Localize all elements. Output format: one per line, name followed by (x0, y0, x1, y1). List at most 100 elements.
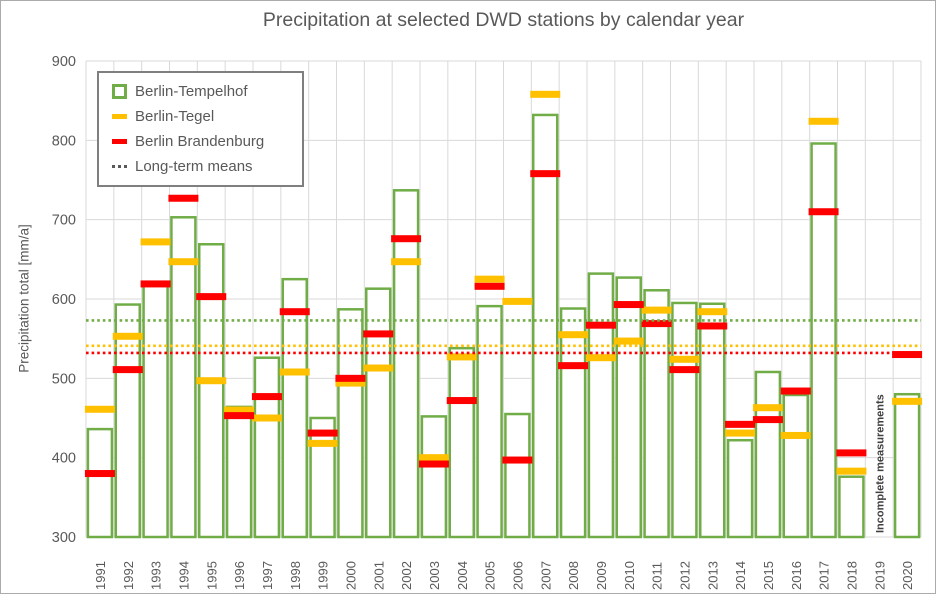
mark-berlin-tegel-1999 (307, 439, 338, 447)
mark-berlin-tegel-2004 (446, 353, 477, 361)
bar-2007 (532, 113, 559, 539)
x-tick-label-2012: 2012 (677, 561, 692, 590)
legend-item-berlin-tempelhof: Berlin-Tempelhof (112, 83, 294, 100)
mark-berlin-tegel-2003 (418, 454, 449, 462)
bar-2005 (476, 304, 503, 539)
legend-swatch-berlin-tegel (112, 114, 127, 119)
bar-1998 (281, 277, 308, 539)
y-tick-label-600: 600 (52, 292, 76, 308)
bar-2001 (365, 287, 392, 539)
mark-berlin-brandenburg-2004 (446, 397, 477, 405)
x-tick-label-2002: 2002 (399, 561, 414, 590)
mark-berlin-tegel-2013 (697, 308, 728, 316)
x-tick-label-2018: 2018 (844, 561, 859, 590)
mark-berlin-brandenburg-2014 (725, 420, 756, 428)
bar-2010 (615, 276, 642, 539)
mark-berlin-tegel-2005 (474, 275, 505, 283)
mark-berlin-brandenburg-2008 (558, 362, 589, 370)
mark-berlin-tegel-2007 (530, 90, 561, 98)
mark-berlin-brandenburg-1999 (307, 429, 338, 437)
y-tick-label-800: 800 (52, 133, 76, 149)
chart-title: Precipitation at selected DWD stations b… (262, 9, 745, 31)
legend-label-berlin-tempelhof: Berlin-Tempelhof (135, 83, 248, 100)
mark-berlin-brandenburg-1993 (140, 280, 171, 288)
mark-berlin-tegel-2000 (335, 379, 366, 387)
x-tick-label-1996: 1996 (232, 561, 247, 590)
mark-berlin-tegel-1998 (279, 368, 310, 376)
bar-2012 (671, 301, 698, 539)
legend-item-berlin-brandenburg: Berlin Brandenburg (112, 133, 294, 150)
x-tick-label-1991: 1991 (93, 561, 108, 590)
bar-1994 (170, 216, 197, 539)
mark-berlin-tegel-2020 (892, 397, 923, 405)
mark-berlin-brandenburg-2017 (808, 208, 839, 216)
bar-1997 (253, 356, 281, 539)
bar-2016 (782, 393, 809, 539)
legend-item-long-term-means: Long-term means (112, 158, 294, 175)
bar-2009 (587, 272, 615, 539)
bar-2014 (726, 438, 754, 539)
x-tick-label-2014: 2014 (733, 561, 748, 590)
mark-berlin-tegel-2016 (780, 431, 811, 439)
y-tick-label-400: 400 (52, 451, 76, 467)
x-tick-label-1997: 1997 (260, 561, 275, 590)
mark-berlin-tegel-2017 (808, 117, 839, 125)
mark-berlin-brandenburg-2001 (363, 330, 394, 338)
mark-berlin-tegel-2015 (752, 404, 783, 412)
legend-label-berlin-tegel: Berlin-Tegel (135, 108, 215, 125)
bar-2002 (392, 189, 420, 539)
mark-berlin-brandenburg-2010 (613, 301, 644, 309)
mark-berlin-tegel-1992 (112, 332, 143, 340)
mark-berlin-brandenburg-1996 (224, 412, 255, 420)
x-tick-label-2010: 2010 (622, 561, 637, 590)
bar-2013 (699, 302, 726, 539)
bar-2015 (754, 370, 782, 539)
mark-berlin-brandenburg-2002 (391, 235, 422, 243)
bar-1996 (225, 405, 253, 539)
bar-1991 (86, 427, 114, 539)
mark-berlin-tegel-2012 (669, 355, 700, 363)
legend-swatch-berlin-brandenburg (112, 139, 127, 144)
mark-berlin-tegel-2011 (641, 306, 672, 314)
x-tick-label-2001: 2001 (371, 561, 386, 590)
mark-berlin-tegel-2008 (558, 331, 589, 339)
mark-berlin-tegel-2001 (363, 364, 394, 372)
annotation-incomplete-measurements: Incomplete measurements (874, 394, 886, 533)
mark-berlin-brandenburg-2013 (697, 322, 728, 330)
mark-berlin-brandenburg-1997 (251, 393, 282, 401)
mark-berlin-brandenburg-2011 (641, 320, 672, 328)
x-tick-label-2000: 2000 (343, 561, 358, 590)
x-tick-label-1998: 1998 (288, 561, 303, 590)
mark-berlin-brandenburg-2005 (474, 282, 505, 290)
mark-berlin-tegel-2014 (725, 429, 756, 437)
x-tick-label-1993: 1993 (149, 561, 164, 590)
x-tick-label-2005: 2005 (483, 561, 498, 590)
x-tick-label-2009: 2009 (594, 561, 609, 590)
y-tick-label-300: 300 (52, 530, 76, 546)
x-tick-label-2017: 2017 (817, 561, 832, 590)
mark-berlin-tegel-1996 (224, 406, 255, 414)
bar-1995 (198, 243, 225, 539)
x-tick-label-2007: 2007 (538, 561, 553, 590)
bar-2006 (504, 412, 531, 539)
bar-1999 (309, 416, 336, 539)
x-tick-label-1999: 1999 (316, 561, 331, 590)
legend-label-berlin-brandenburg: Berlin Brandenburg (135, 133, 265, 150)
bar-2003 (420, 415, 448, 539)
x-tick-label-2011: 2011 (650, 562, 665, 590)
mark-berlin-brandenburg-2000 (335, 374, 366, 382)
mark-berlin-tegel-2018 (836, 467, 867, 475)
x-tick-label-2019: 2019 (872, 561, 887, 590)
mark-berlin-brandenburg-2018 (836, 449, 867, 457)
mark-berlin-tegel-1991 (84, 405, 115, 413)
mark-berlin-tegel-2002 (391, 258, 422, 266)
mark-berlin-brandenburg-2020 (892, 351, 923, 359)
x-tick-label-2015: 2015 (761, 561, 776, 590)
mark-berlin-tegel-2006 (502, 297, 533, 305)
y-tick-label-700: 700 (52, 213, 76, 229)
mark-berlin-brandenburg-2015 (752, 416, 783, 424)
mark-berlin-brandenburg-2003 (418, 460, 449, 468)
x-tick-label-2008: 2008 (566, 561, 581, 590)
